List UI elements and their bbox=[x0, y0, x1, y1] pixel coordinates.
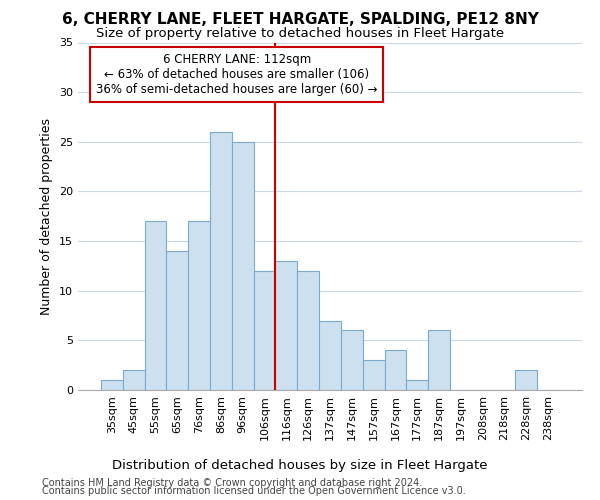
Bar bbox=[297, 271, 319, 390]
Bar bbox=[428, 330, 450, 390]
Bar bbox=[515, 370, 537, 390]
Text: Contains public sector information licensed under the Open Government Licence v3: Contains public sector information licen… bbox=[42, 486, 466, 496]
Bar bbox=[275, 261, 297, 390]
Bar bbox=[341, 330, 363, 390]
Bar bbox=[188, 221, 210, 390]
Text: 6 CHERRY LANE: 112sqm
← 63% of detached houses are smaller (106)
36% of semi-det: 6 CHERRY LANE: 112sqm ← 63% of detached … bbox=[96, 53, 377, 96]
Bar bbox=[210, 132, 232, 390]
Bar bbox=[406, 380, 428, 390]
Text: Contains HM Land Registry data © Crown copyright and database right 2024.: Contains HM Land Registry data © Crown c… bbox=[42, 478, 422, 488]
Y-axis label: Number of detached properties: Number of detached properties bbox=[40, 118, 53, 315]
Text: Distribution of detached houses by size in Fleet Hargate: Distribution of detached houses by size … bbox=[112, 458, 488, 471]
Bar bbox=[123, 370, 145, 390]
Bar bbox=[319, 320, 341, 390]
Bar bbox=[232, 142, 254, 390]
Bar bbox=[166, 251, 188, 390]
Bar bbox=[385, 350, 406, 390]
Text: Size of property relative to detached houses in Fleet Hargate: Size of property relative to detached ho… bbox=[96, 28, 504, 40]
Bar bbox=[254, 271, 275, 390]
Bar bbox=[145, 221, 166, 390]
Bar bbox=[363, 360, 385, 390]
Text: 6, CHERRY LANE, FLEET HARGATE, SPALDING, PE12 8NY: 6, CHERRY LANE, FLEET HARGATE, SPALDING,… bbox=[62, 12, 538, 28]
Bar bbox=[101, 380, 123, 390]
